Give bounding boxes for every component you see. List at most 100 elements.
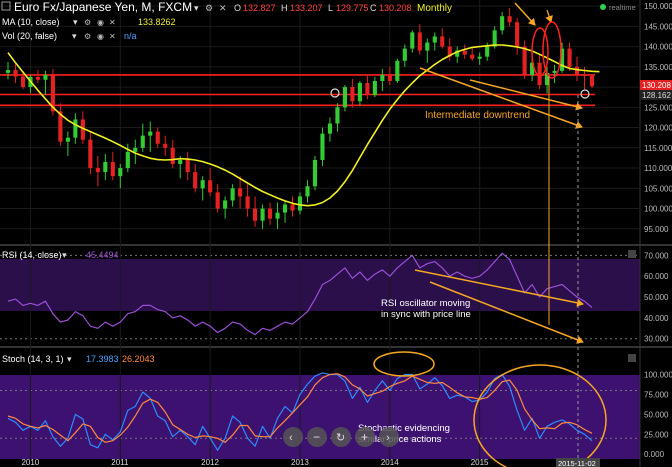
candle-body	[110, 161, 115, 177]
settings-icon[interactable]: ⚙	[84, 18, 91, 27]
candle-body	[545, 72, 550, 86]
stoch-tick-label: 100.000	[644, 371, 672, 380]
chevron-down-icon[interactable]: ▾	[194, 3, 199, 13]
candle-body	[65, 137, 70, 142]
stoch-tick-label: 0.000	[644, 450, 665, 459]
ma-polyline	[7, 44, 600, 207]
candle-body	[163, 143, 168, 148]
chevron-down-icon[interactable]: ▾	[67, 354, 72, 364]
close-label: C	[370, 3, 377, 13]
price-badges: 130.208 128.162	[640, 80, 672, 100]
candle-body	[365, 83, 370, 96]
price-axis: 95.000 100.000 105.000 110.000 115.000 120.00…	[644, 2, 672, 459]
year-tick-label: 2013	[291, 458, 309, 467]
price-tick-label: 115.000	[644, 144, 672, 153]
reset-icon[interactable]: ↻	[336, 432, 345, 444]
candle-body	[253, 208, 258, 221]
candle-body	[350, 87, 355, 102]
candle-body	[312, 159, 318, 187]
zoom-out-icon[interactable]: −	[313, 430, 320, 444]
chevron-left-icon[interactable]: ‹	[289, 432, 293, 444]
candle-body	[13, 70, 18, 77]
trend-arrow	[419, 67, 583, 129]
chevron-right-icon[interactable]: ›	[386, 432, 390, 444]
symbol-title[interactable]: Euro Fx/Japanese Yen, M, FXCM	[14, 0, 192, 14]
ma-legend-label[interactable]: MA (10, close)	[2, 17, 60, 27]
rsi-polyline	[7, 252, 593, 336]
candle-body	[500, 16, 505, 31]
last-price-text: 130.208	[642, 81, 671, 90]
gridlines	[0, 0, 640, 459]
ma-legend-value: 133.8262	[138, 17, 176, 27]
candle-body	[559, 48, 565, 71]
close-icon[interactable]: ✕	[219, 3, 227, 13]
zoom-out-button[interactable]	[307, 427, 327, 447]
trend-arrow	[514, 2, 536, 26]
zoom-in-icon[interactable]: +	[361, 430, 368, 444]
candle-body	[537, 62, 542, 86]
price-tick-label: 140.000	[644, 43, 672, 52]
stoch-lines[interactable]	[7, 372, 593, 451]
candle-body	[327, 123, 333, 134]
anchor-point[interactable]	[330, 88, 340, 98]
stoch-highlight-ellipse	[373, 351, 435, 377]
collapse-icon[interactable]	[1, 1, 11, 11]
year-tick-label: 2010	[21, 458, 39, 467]
candle-body	[470, 54, 475, 59]
anchor-point[interactable]	[580, 89, 590, 99]
low-label: L	[328, 3, 333, 13]
visibility-icon[interactable]: ◉	[97, 18, 104, 27]
rsi-note-line-2: in sync with price line	[381, 309, 471, 320]
year-tick-label: 2015	[471, 458, 489, 467]
rsi-line[interactable]	[7, 252, 593, 336]
stoch-legend-label[interactable]: Stoch (14, 3, 1)	[2, 354, 64, 364]
downtrend-label: Intermediate downtrend	[425, 110, 530, 121]
last-price-badge	[640, 80, 672, 90]
close-icon[interactable]: ✕	[109, 18, 116, 27]
candle-body	[140, 135, 145, 148]
open-label: O	[234, 3, 241, 13]
candle-body	[170, 147, 175, 165]
candle-body	[290, 204, 295, 211]
ma-line[interactable]	[7, 44, 600, 207]
reset-button[interactable]	[331, 427, 351, 447]
stoch-d-value: 26.2043	[122, 354, 155, 364]
stoch-tick-label: 50.000	[644, 410, 669, 419]
candle-body	[402, 48, 407, 61]
pane-menu-icon[interactable]	[628, 250, 636, 258]
price-tick-label: 145.000	[644, 22, 672, 31]
stoch-k-polyline	[7, 372, 593, 451]
candle-body	[73, 119, 78, 138]
price-tick-label: 120.000	[644, 124, 672, 133]
candle-body	[20, 76, 26, 88]
candle-body	[380, 74, 385, 81]
chevron-down-icon[interactable]: ▾	[73, 17, 78, 27]
candle-body	[485, 46, 490, 57]
rsi-legend-label[interactable]: RSI (14, close)	[2, 250, 62, 260]
scroll-right-button[interactable]	[379, 427, 399, 447]
zoom-in-button[interactable]	[355, 427, 375, 447]
scroll-left-button[interactable]	[283, 427, 303, 447]
high-label: H	[281, 3, 288, 13]
stoch-highlight-ellipse	[473, 364, 607, 467]
close-icon[interactable]: ✕	[109, 32, 116, 41]
candle-body	[305, 186, 310, 197]
settings-icon[interactable]: ⚙	[205, 3, 213, 13]
vol-legend-label[interactable]: Vol (20, false)	[2, 31, 57, 41]
open-value: 132.827	[243, 3, 276, 13]
visibility-icon[interactable]: ◉	[97, 32, 104, 41]
pane-menu-icon[interactable]	[628, 354, 636, 362]
price-tick-label: 95.000	[644, 225, 669, 234]
candle-body	[357, 83, 362, 102]
candle-body	[185, 159, 190, 173]
chevron-down-icon[interactable]: ▾	[62, 250, 67, 260]
candle-body	[447, 46, 452, 57]
settings-icon[interactable]: ⚙	[84, 32, 91, 41]
candle-body	[455, 50, 460, 57]
candle-body	[118, 168, 123, 177]
chevron-down-icon[interactable]: ▾	[72, 31, 77, 41]
candle-body	[148, 131, 153, 136]
highlight-ellipse	[542, 21, 562, 79]
candle-body	[133, 147, 138, 152]
